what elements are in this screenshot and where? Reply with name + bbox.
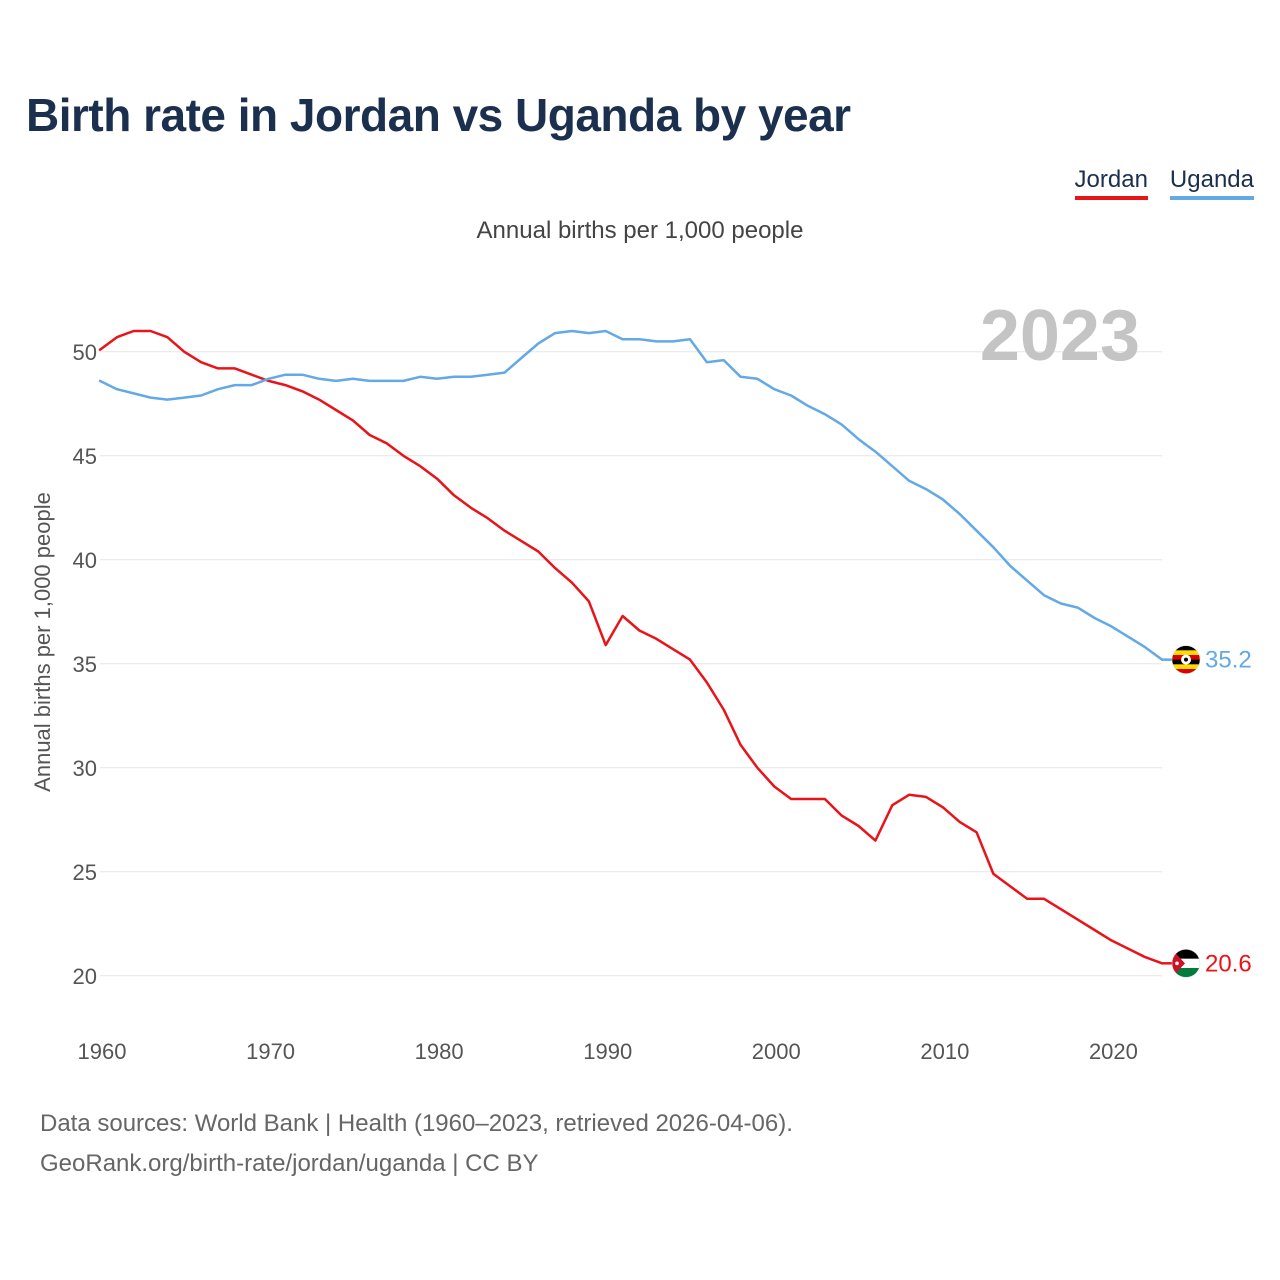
chart-title: Birth rate in Jordan vs Uganda by year (26, 89, 851, 141)
y-tick-label: 25 (73, 860, 97, 885)
x-tick-label: 1970 (246, 1039, 295, 1064)
series-line-uganda[interactable] (98, 329, 1164, 661)
x-tick-label: 1980 (415, 1039, 464, 1064)
end-markers: 20.6 35.2 (1162, 645, 1252, 978)
y-tick-label: 45 (73, 444, 97, 469)
source-url[interactable]: GeoRank.org/birth-rate/jordan/uganda | C… (40, 1150, 539, 1177)
line-chart: 20 25 30 35 40 45 50 1960 1970 1980 1990 2000 2010 2… (30, 296, 1252, 1064)
y-tick-label: 35 (73, 652, 97, 677)
chart-subtitle: Annual births per 1,000 people (476, 217, 804, 244)
footer: Data sources: World Bank | Health (1960–… (40, 1104, 793, 1184)
uganda-flag-icon (1171, 645, 1201, 674)
x-tick-label: 2020 (1089, 1039, 1138, 1064)
x-tick-label: 2010 (920, 1039, 969, 1064)
x-tick-label: 1990 (583, 1039, 632, 1064)
series-lines (98, 329, 1164, 965)
series-line-jordan[interactable] (98, 329, 1164, 965)
end-value-jordan: 20.6 (1205, 950, 1252, 977)
x-axis-ticks: 1960 1970 1980 1990 2000 2010 2020 (78, 1039, 1138, 1064)
legend: Jordan Uganda (1074, 166, 1254, 200)
jordan-flag-icon (1171, 949, 1201, 978)
legend-item-jordan[interactable]: Jordan (1074, 166, 1148, 200)
legend-item-uganda[interactable]: Uganda (1169, 166, 1254, 200)
x-tick-label: 2000 (752, 1039, 801, 1064)
y-tick-label: 40 (73, 548, 97, 573)
y-tick-label: 50 (73, 340, 97, 365)
y-axis-label: Annual births per 1,000 people (30, 492, 55, 792)
end-value-uganda: 35.2 (1205, 647, 1252, 674)
y-tick-label: 30 (73, 756, 97, 781)
y-tick-label: 20 (73, 964, 97, 989)
current-year-label: 2023 (980, 296, 1140, 376)
data-source-note: Data sources: World Bank | Health (1960–… (40, 1110, 793, 1137)
x-tick-label: 1960 (78, 1039, 127, 1064)
y-axis-ticks: 20 25 30 35 40 45 50 (73, 340, 97, 989)
gridlines (100, 351, 1162, 977)
